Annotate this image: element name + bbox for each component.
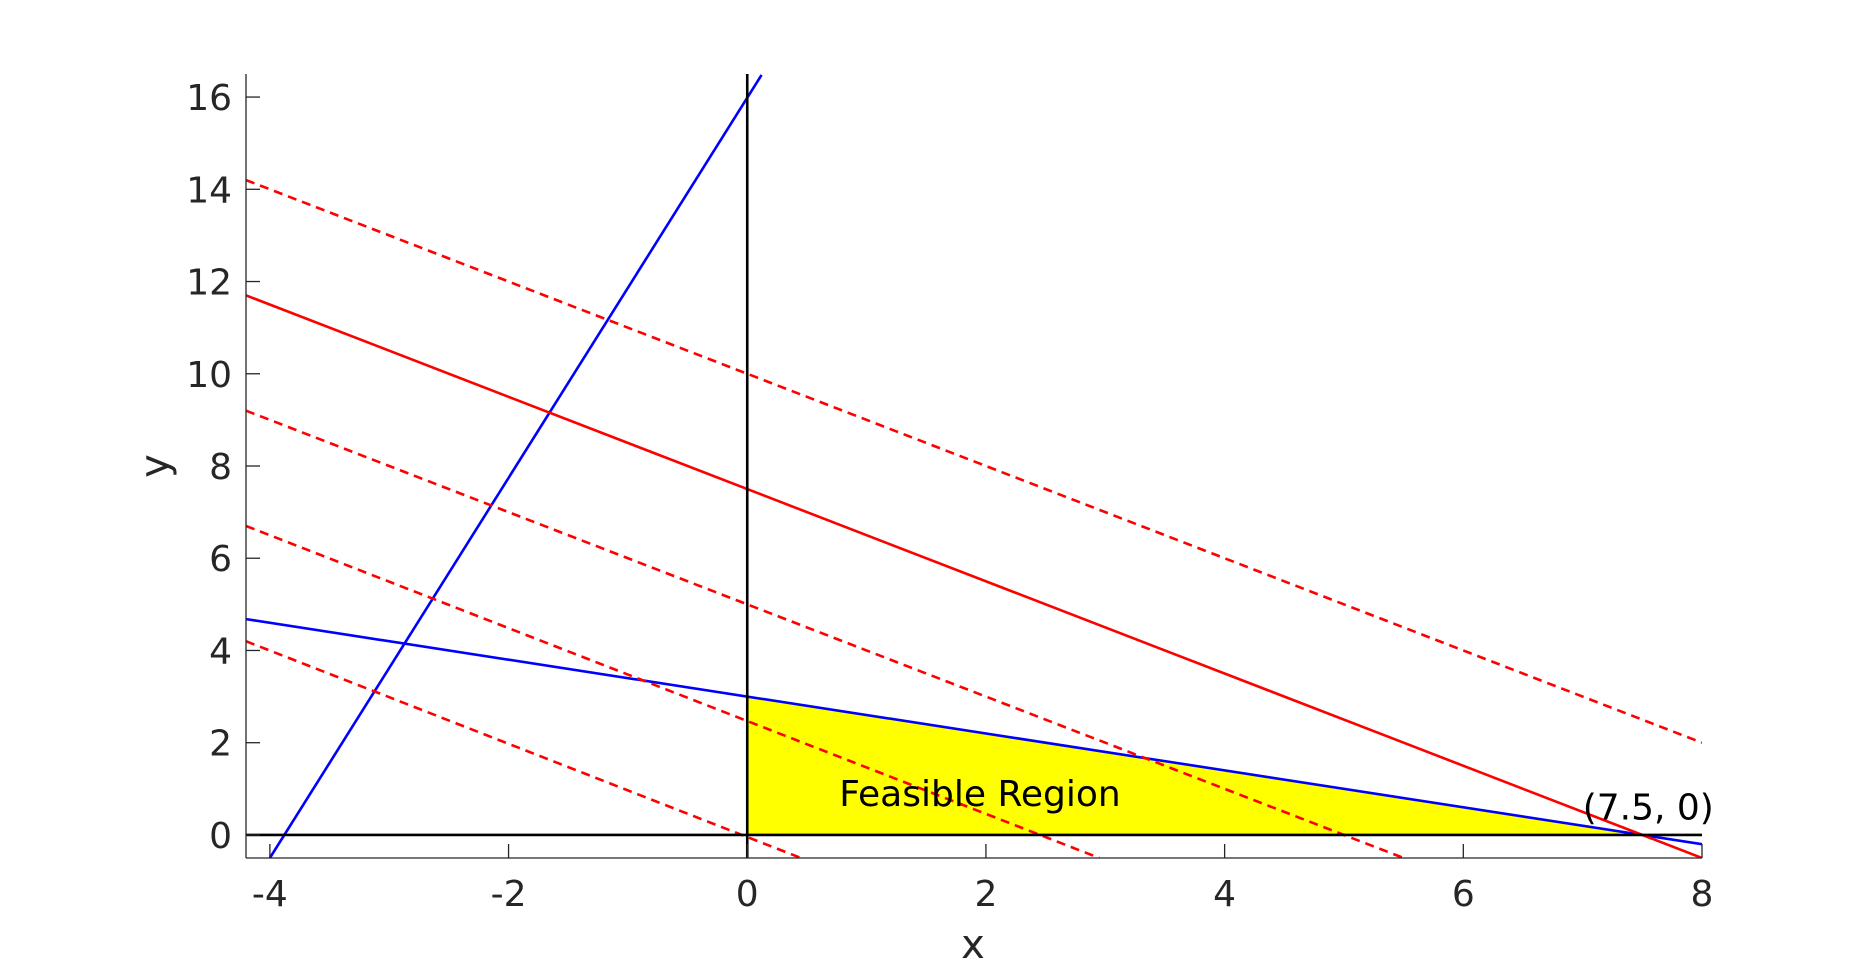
x-tick-label: 4 — [1213, 874, 1236, 915]
y-tick-label: 16 — [186, 78, 232, 119]
y-tick-label: 0 — [209, 816, 232, 857]
x-tick-label: 8 — [1691, 874, 1714, 915]
x-tick-label: 2 — [974, 874, 997, 915]
point-annotation: (7.5, 0) — [1583, 787, 1714, 828]
x-tick-label: -4 — [252, 874, 288, 915]
y-tick-label: 8 — [209, 447, 232, 488]
y-tick-label: 12 — [186, 263, 232, 304]
series-line-5 — [246, 409, 1405, 858]
reference-axes-layer — [246, 74, 1702, 858]
y-tick-label: 14 — [186, 170, 232, 211]
feasible-region-label: Feasible Region — [839, 774, 1120, 815]
y-axis-title: y — [132, 454, 178, 478]
series-line-7 — [246, 640, 802, 858]
series-layer — [246, 74, 1702, 858]
series-line-6 — [246, 524, 1100, 858]
y-tick-label: 2 — [209, 724, 232, 765]
y-tick-label: 6 — [209, 539, 232, 580]
x-tick-label: 0 — [736, 874, 759, 915]
y-tick-label: 4 — [209, 631, 232, 672]
text-layer: -4 -2 0 2 4 6 8 0 2 4 6 8 10 12 14 16 (7.5, 0) — [186, 78, 1714, 915]
x-tick-label: -2 — [491, 874, 527, 915]
series-line-2 — [246, 617, 1702, 846]
x-axis-title: x — [961, 922, 985, 958]
series-line-4 — [246, 178, 1702, 744]
series-line-1 — [268, 74, 763, 858]
tick-layer — [246, 96, 1703, 858]
x-tick-label: 6 — [1452, 874, 1475, 915]
series-line-3 — [246, 294, 1702, 858]
y-tick-label: 10 — [186, 355, 232, 396]
